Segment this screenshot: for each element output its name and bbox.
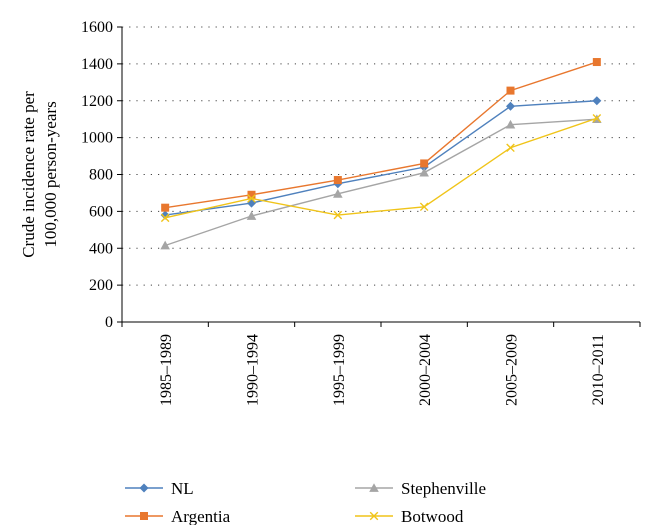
data-point: [592, 113, 602, 123]
legend-item: Botwood: [355, 507, 464, 525]
legend-item: NL: [125, 479, 194, 498]
series-nl: [160, 96, 602, 220]
series-argentia: [161, 58, 601, 212]
series-line: [164, 118, 597, 247]
series-line: [165, 100, 597, 216]
series-botwood: [160, 113, 602, 223]
data-point: [506, 143, 515, 153]
legend-marker: [369, 483, 379, 492]
legend-label: Botwood: [401, 507, 464, 525]
legend: NL Argentia Stephenville Botwood: [125, 479, 486, 525]
data-point: [420, 159, 429, 168]
x-tick-label: 2005–2009: [504, 334, 521, 406]
data-point: [161, 203, 170, 212]
y-tick-label: 200: [89, 277, 113, 294]
data-point: [333, 189, 343, 198]
data-point: [592, 96, 602, 106]
x-tick-label: 2010–2011: [590, 334, 607, 405]
data-point: [246, 211, 257, 220]
data-point: [160, 240, 170, 250]
data-point: [247, 194, 256, 203]
y-axis-title: Crude incidence rate per 100,000 person-y…: [19, 91, 60, 258]
y-tick-label: 0: [105, 314, 113, 331]
y-tick-label: 600: [89, 203, 113, 220]
x-tick-label: 2000–2004: [417, 334, 434, 406]
legend-marker: [369, 511, 379, 521]
data-point: [247, 190, 256, 199]
x-tick-label: 1995–1999: [331, 334, 348, 406]
label-layer: 0 200 400 600 800 1000 1200 1400 1600 1985–1989 19…: [19, 19, 607, 406]
legend-label: Argentia: [171, 507, 231, 525]
y-tick-label: 1000: [81, 130, 113, 147]
x-tick-label: 1985–1989: [158, 334, 175, 406]
data-point: [592, 58, 601, 67]
series-stephenville: [160, 114, 602, 250]
series-layer: [160, 58, 602, 250]
grid-layer: [122, 26, 640, 286]
y-tick-label: 1200: [81, 93, 113, 110]
legend-marker: [139, 483, 149, 493]
y-tick-label: 1600: [81, 19, 113, 36]
y-tick-label: 400: [89, 240, 113, 257]
data-point: [419, 202, 429, 212]
x-tick-label: 1990–1994: [245, 334, 262, 406]
axis-layer: [117, 26, 641, 327]
data-point: [505, 119, 516, 129]
data-point: [419, 167, 429, 177]
data-point: [333, 176, 342, 185]
legend-label: Stephenville: [401, 479, 486, 498]
y-tick-label: 1400: [81, 56, 113, 73]
series-line: [165, 61, 598, 209]
data-point: [506, 86, 515, 95]
series-line: [165, 117, 598, 219]
legend-item: Argentia: [125, 507, 231, 525]
y-tick-label: 800: [89, 167, 113, 184]
data-point: [160, 213, 170, 223]
legend-marker: [140, 512, 148, 520]
data-point: [247, 198, 256, 208]
legend-label: NL: [171, 479, 194, 498]
data-point: [506, 101, 515, 111]
data-point: [333, 210, 343, 220]
legend-item: Stephenville: [355, 479, 486, 498]
